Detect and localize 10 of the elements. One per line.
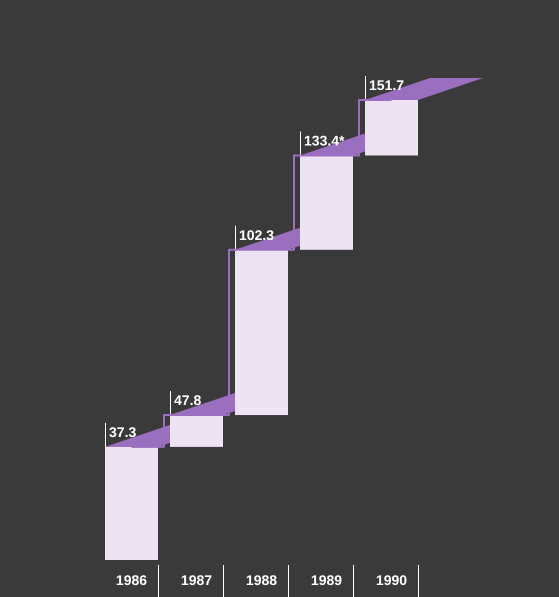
x-tick-label: 1988 bbox=[246, 572, 278, 588]
data-label: 151.7 bbox=[369, 77, 404, 93]
data-label: 102.3 bbox=[239, 226, 274, 243]
x-tick-label: 1986 bbox=[116, 572, 148, 588]
x-tick-label: 1990 bbox=[376, 572, 408, 588]
data-label: 133.4* bbox=[304, 132, 346, 148]
x-tick-label: 1987 bbox=[180, 572, 212, 588]
data-label: 47.8 bbox=[174, 392, 202, 408]
data-label: 37.3 bbox=[109, 424, 136, 440]
x-tick-label: 1989 bbox=[310, 572, 342, 588]
